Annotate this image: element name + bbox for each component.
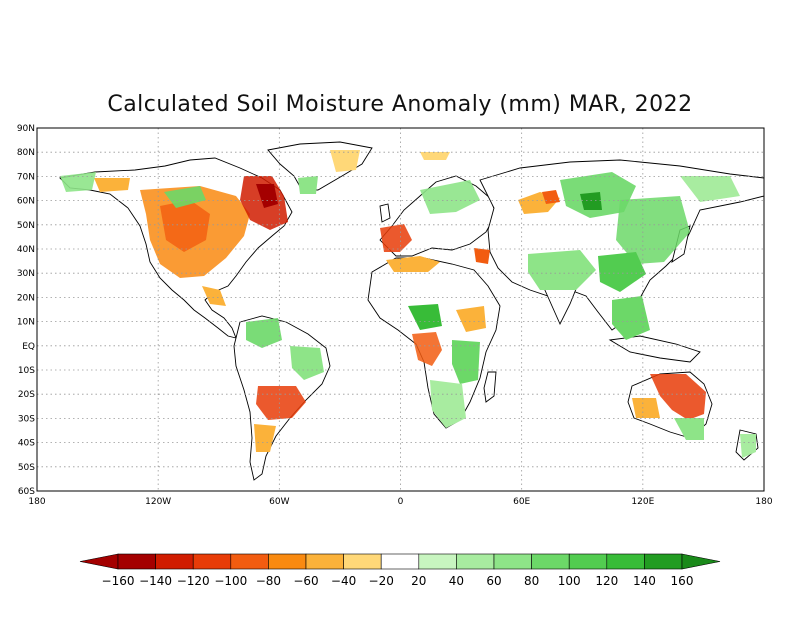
colorbar-swatch: [456, 553, 495, 570]
latitude-labels: 90N 80N 70N 60N 50N 40N 30N 20N 10N EQ 10S 20S 30S 40…: [17, 124, 35, 497]
colorbar-swatch: [305, 553, 344, 570]
colorbar-swatch: [493, 553, 532, 570]
colorbar-swatch: [230, 553, 269, 570]
lat-label: 50S: [18, 463, 35, 473]
colorbar-swatch: [568, 553, 608, 570]
lat-label: 60N: [17, 197, 35, 207]
map-title: Calculated Soil Moisture Anomaly (mm) MA…: [107, 92, 693, 117]
longitude-labels: 180 120W 60W 0 60E 120E 180: [28, 497, 772, 507]
colorbar-swatch: [343, 553, 382, 570]
wet-anomalies: [60, 172, 756, 458]
colorbar-label: 80: [524, 574, 539, 588]
colorbar-label: −40: [331, 574, 356, 588]
colorbar-high-arrow: [681, 553, 721, 570]
colorbar-label: −20: [369, 574, 394, 588]
colorbar-swatch: [418, 553, 457, 570]
lat-label: EQ: [22, 342, 35, 352]
colorbar-label: −160: [102, 574, 135, 588]
se-asia-islands: [608, 335, 701, 363]
colorbar-label: 140: [633, 574, 656, 588]
colorbar-label: 160: [671, 574, 694, 588]
lon-label: 60W: [269, 497, 289, 507]
lat-label: 50N: [17, 221, 35, 231]
colorbar-label: 60: [486, 574, 501, 588]
colorbar-label: −140: [139, 574, 172, 588]
graticule: [37, 128, 764, 491]
colorbar-swatch: [606, 553, 645, 570]
lat-label: 40N: [17, 245, 35, 255]
colorbar-label: 120: [595, 574, 618, 588]
lat-label: 60S: [18, 487, 35, 497]
colorbar-swatch: [192, 553, 232, 570]
colorbar-label: −100: [214, 574, 247, 588]
lat-label: 70N: [17, 172, 35, 182]
lon-label: 180: [755, 497, 772, 507]
colorbar-label: 40: [449, 574, 464, 588]
lat-label: 40S: [18, 439, 35, 449]
lat-label: 30S: [18, 414, 35, 424]
colorbar-swatch: [155, 553, 194, 570]
colorbar-swatch: [644, 553, 683, 570]
land-layer: [59, 141, 764, 481]
colorbar-label: 20: [411, 574, 426, 588]
lat-label: 20N: [17, 293, 35, 303]
colorbar-label: 100: [558, 574, 581, 588]
lat-label: 90N: [17, 124, 35, 134]
colorbar-label: −80: [256, 574, 281, 588]
lon-label: 0: [398, 497, 404, 507]
lat-label: 10N: [17, 318, 35, 328]
lat-label: 10S: [18, 366, 35, 376]
lat-label: 80N: [17, 148, 35, 158]
lat-label: 20S: [18, 390, 35, 400]
lon-label: 120E: [631, 497, 654, 507]
colorbar-swatch: [117, 553, 156, 570]
lat-label: 30N: [17, 269, 35, 279]
uk: [379, 203, 391, 223]
colorbar-swatch: [380, 553, 420, 570]
dry-anomalies: [94, 150, 706, 452]
colorbar-label: −60: [293, 574, 318, 588]
colorbar: −160 −140 −120 −100 −80 −60 −40 −20 20 40 60 80 100 1…: [79, 553, 721, 588]
lon-label: 120W: [145, 497, 171, 507]
colorbar-label: −120: [177, 574, 210, 588]
colorbar-swatch: [268, 553, 307, 570]
lon-label: 60E: [513, 497, 530, 507]
lon-label: 180: [28, 497, 45, 507]
map-border: [36, 127, 765, 492]
colorbar-low-arrow: [79, 553, 119, 570]
colorbar-swatch: [531, 553, 570, 570]
